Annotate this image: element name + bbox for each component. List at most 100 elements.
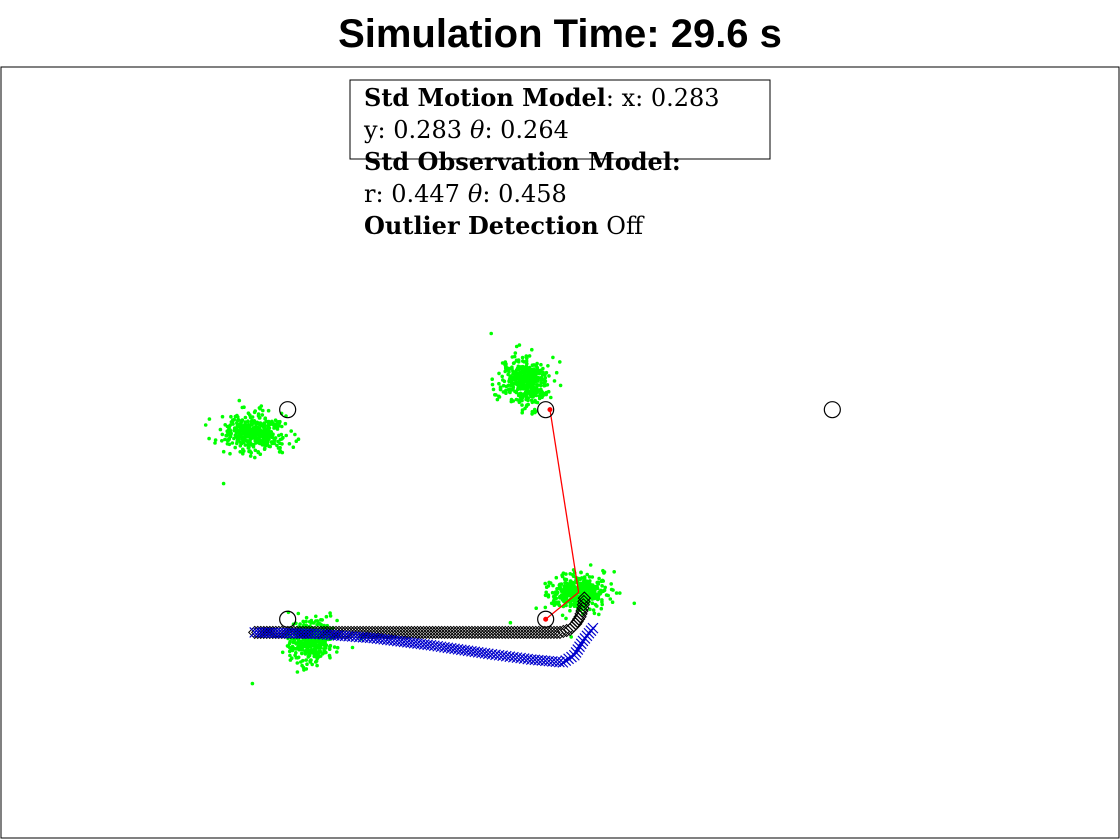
true-path-marker	[425, 625, 440, 640]
estimated-path-marker	[435, 641, 447, 653]
particle-point	[257, 435, 262, 440]
particle-point	[295, 661, 300, 665]
particle-point	[252, 410, 257, 415]
particle-point	[245, 425, 250, 429]
particle-point	[524, 359, 529, 363]
particle-point	[304, 623, 308, 628]
true-path-marker	[446, 625, 461, 640]
particle-point	[290, 656, 294, 660]
particle-point	[315, 623, 319, 627]
particle-point	[235, 413, 239, 418]
particle-point	[600, 600, 604, 604]
particle-point	[596, 594, 600, 599]
particle-point	[565, 591, 569, 595]
particle-point	[254, 433, 259, 438]
particle-point	[587, 575, 592, 579]
estimated-path-marker	[442, 642, 454, 654]
particle-point	[263, 446, 267, 451]
particle-point	[597, 612, 601, 617]
particle-point	[288, 639, 292, 644]
particle-point	[535, 383, 539, 387]
particle-point	[250, 681, 255, 686]
particle-point	[253, 455, 257, 460]
particle-point	[521, 375, 526, 380]
particle-point	[310, 638, 314, 642]
particle-point	[257, 406, 262, 410]
particle-point	[278, 437, 283, 442]
particle-point	[246, 420, 250, 424]
particle-point	[562, 599, 566, 604]
particle-point	[265, 429, 269, 433]
true-path-marker	[501, 625, 516, 640]
estimated-path	[249, 622, 599, 668]
estimated-path-marker	[587, 622, 599, 634]
true-path-marker	[383, 625, 397, 640]
particle-point	[281, 435, 285, 440]
particle-point	[249, 419, 254, 424]
true-path-marker	[338, 625, 352, 640]
particle-point	[533, 409, 538, 414]
particle-point	[524, 394, 529, 399]
particle-point	[564, 603, 568, 608]
particle-point	[554, 575, 559, 580]
chart-title: Simulation Time: 29.6 s	[338, 12, 782, 56]
particle-point	[250, 423, 254, 427]
particle-point	[260, 413, 265, 417]
particle-point	[284, 433, 289, 438]
particle-point	[523, 406, 527, 411]
true-path-marker	[535, 625, 549, 640]
particle-point	[295, 640, 300, 645]
particle-point	[221, 481, 226, 486]
true-path-marker	[449, 625, 464, 640]
particle-point	[207, 436, 211, 441]
particle-point	[328, 611, 332, 615]
estimated-path-marker	[428, 640, 440, 652]
particle-point	[568, 579, 573, 583]
particle-point	[530, 347, 534, 352]
particle-point	[504, 384, 509, 389]
particle-point	[534, 606, 538, 610]
true-path-marker	[468, 625, 482, 640]
true-path-marker	[498, 625, 512, 640]
particle-point	[328, 644, 332, 649]
particle-point	[313, 660, 318, 664]
motion-model-y: y: 0.283	[363, 116, 462, 144]
particle-point	[586, 579, 591, 584]
particle-point	[568, 585, 572, 589]
particle-point	[238, 444, 243, 448]
particle-point	[270, 435, 274, 440]
particle-point	[298, 622, 302, 626]
particle-point	[350, 645, 355, 650]
particle-point	[224, 433, 228, 438]
true-path-marker	[471, 625, 485, 640]
particle-point	[335, 645, 340, 650]
particle-point	[578, 577, 582, 582]
particle-point	[520, 385, 525, 389]
particle-point	[554, 596, 559, 601]
particle-point	[294, 651, 298, 655]
particle-point	[263, 417, 267, 421]
particle-point	[583, 580, 587, 585]
particle-point	[512, 382, 517, 386]
particle-point	[558, 594, 563, 599]
particle-point	[301, 619, 306, 624]
particle-point	[531, 379, 535, 383]
particle-point	[525, 386, 530, 390]
true-path-marker	[513, 625, 528, 640]
particle-point	[278, 445, 282, 450]
true-path-marker	[386, 625, 400, 640]
particle-point	[323, 650, 327, 655]
estimated-path-marker	[445, 642, 457, 654]
particle-point	[280, 650, 285, 655]
particle-point	[614, 591, 619, 595]
particle-point	[230, 441, 235, 445]
particle-point	[602, 571, 606, 575]
particle-point	[313, 649, 318, 653]
particle-point	[213, 441, 217, 445]
particle-point	[203, 423, 208, 427]
particle-point	[221, 449, 226, 454]
particle-point	[541, 370, 545, 375]
true-path-marker	[459, 625, 473, 640]
particle-point	[525, 403, 529, 407]
true-path-marker	[553, 625, 567, 640]
